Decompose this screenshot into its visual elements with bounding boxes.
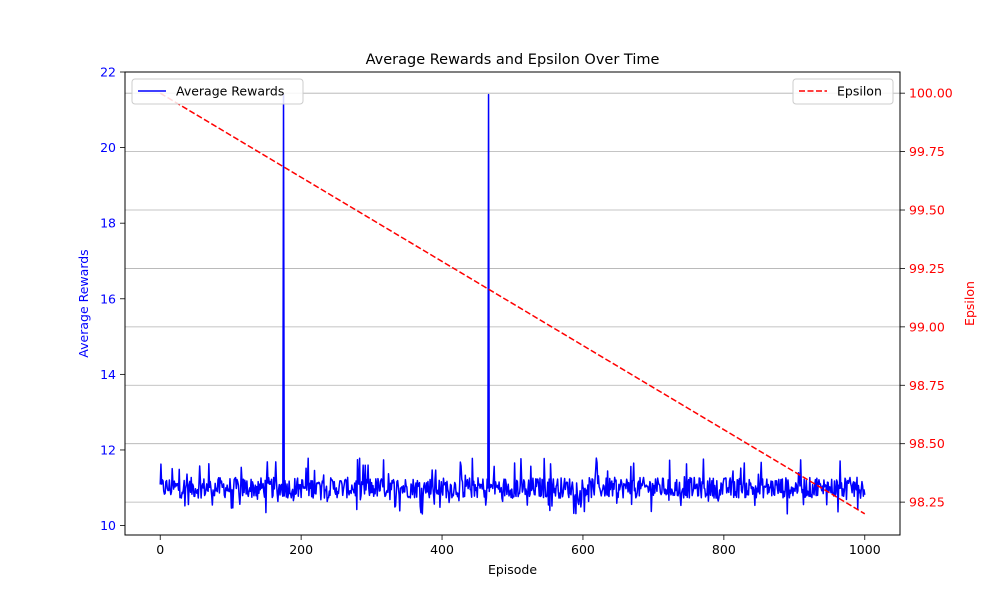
x-axis: 0 200 400 600 800 1000 [156, 535, 881, 557]
legend-rewards: Average Rewards [131, 78, 304, 105]
y-right-tick-label: 99.75 [909, 144, 945, 159]
x-tick-label: 800 [712, 542, 736, 557]
x-tick-label: 0 [156, 542, 164, 557]
legend-epsilon-label: Epsilon [837, 84, 882, 99]
y-right-tick-label: 98.50 [909, 436, 945, 451]
y-left-axis-label: Average Rewards [76, 249, 91, 357]
x-tick-label: 400 [430, 542, 454, 557]
plot-series [159, 92, 866, 515]
y-left-tick-label: 12 [100, 442, 116, 457]
y-left-tick-label: 22 [100, 65, 116, 80]
x-axis-label: Episode [488, 562, 537, 577]
y-right-axis-label: Epsilon [962, 281, 977, 326]
y-right-tick-label: 99.25 [909, 261, 945, 276]
legend-rewards-box [131, 78, 304, 105]
y-left-tick-label: 16 [100, 291, 116, 306]
y-right-tick-label: 99.00 [909, 319, 945, 334]
legend-rewards-label: Average Rewards [176, 84, 284, 99]
chart-title: Average Rewards and Epsilon Over Time [366, 52, 660, 68]
x-tick-label: 600 [571, 542, 595, 557]
y-right-axis: 98.25 98.50 98.75 99.00 99.25 99.50 99.75 100.0… [900, 86, 953, 510]
y-left-axis: 10 12 14 16 18 20 22 [100, 65, 125, 533]
x-tick-label: 1000 [849, 542, 881, 557]
x-tick-label: 200 [289, 542, 313, 557]
y-right-tick-label: 100.00 [909, 86, 953, 101]
epsilon-line [159, 92, 866, 515]
y-right-tick-label: 99.50 [909, 203, 945, 218]
y-left-tick-label: 10 [100, 518, 116, 533]
y-left-tick-label: 18 [100, 216, 116, 231]
y-right-tick-label: 98.75 [909, 378, 945, 393]
rewards-line [159, 93, 866, 515]
y-left-tick-label: 14 [100, 367, 116, 382]
legend-epsilon: Epsilon [792, 78, 894, 105]
y-left-tick-label: 20 [100, 140, 116, 155]
plot-frame [124, 71, 901, 536]
y-right-tick-label: 98.25 [909, 495, 945, 510]
legend-epsilon-box [792, 78, 894, 105]
